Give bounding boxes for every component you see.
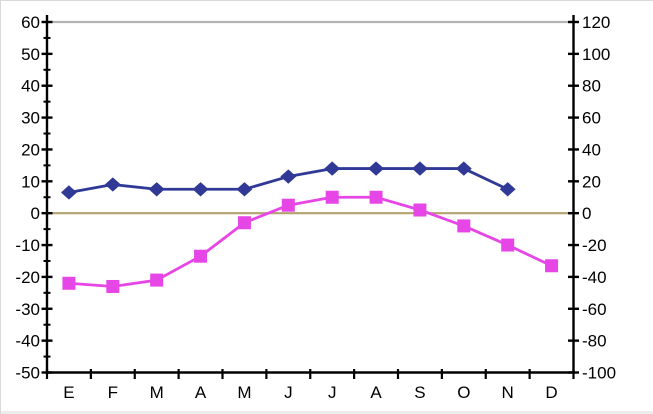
x-axis-month-label: M — [237, 383, 251, 402]
y-right-tick-label: -100 — [582, 364, 616, 383]
x-axis-month-label: D — [545, 383, 557, 402]
dark-blue-diamond-series-marker — [455, 161, 472, 176]
x-axis-month-label: A — [370, 383, 382, 402]
x-axis-month-label: J — [328, 383, 337, 402]
magenta-square-series-marker — [369, 190, 383, 204]
y-left-tick-label: 60 — [21, 13, 40, 32]
y-right-tick-label: 20 — [582, 172, 601, 191]
y-right-tick-label: 100 — [582, 45, 610, 64]
dark-blue-diamond-series-marker — [411, 161, 428, 176]
y-left-tick-label: 40 — [21, 77, 40, 96]
dark-blue-diamond-series-marker — [148, 182, 165, 197]
magenta-square-series-marker — [237, 216, 251, 230]
x-axis-month-label: A — [195, 383, 207, 402]
magenta-square-series-marker — [281, 198, 295, 212]
y-left-tick-label: 50 — [21, 45, 40, 64]
y-left-tick-label: 30 — [21, 109, 40, 128]
magenta-square-series-line — [67, 195, 553, 288]
magenta-square-series-marker — [413, 203, 427, 217]
x-axis-month-label: O — [457, 383, 470, 402]
y-right-tick-label: 0 — [582, 204, 591, 223]
y-left-tick-label: -30 — [15, 300, 40, 319]
y-left-tick-label: 10 — [21, 172, 40, 191]
dark-blue-diamond-series-marker — [192, 182, 209, 197]
y-left-tick-label: -50 — [15, 364, 40, 383]
y-right-tick-label: 80 — [582, 77, 601, 96]
x-axis-month-label: F — [108, 383, 118, 402]
dark-blue-diamond-series-marker — [60, 185, 77, 200]
y-right-tick-label: -20 — [582, 236, 607, 255]
y-left-tick-label: -20 — [15, 268, 40, 287]
magenta-square-series-marker — [325, 190, 339, 204]
dark-blue-diamond-series-marker — [324, 161, 341, 176]
dark-blue-diamond-series-marker — [280, 169, 297, 184]
dark-blue-diamond-series-marker — [499, 182, 516, 197]
magenta-square-series-marker — [457, 219, 471, 233]
x-axis-month-label: M — [150, 383, 164, 402]
y-right-tick-label: 40 — [582, 140, 601, 159]
x-axis-month-label: N — [502, 383, 514, 402]
x-axis-month-label: E — [63, 383, 74, 402]
y-left-tick-label: 20 — [21, 140, 40, 159]
y-right-tick-label: -60 — [582, 300, 607, 319]
y-right-tick-label: 120 — [582, 13, 610, 32]
x-axis-month-label: S — [414, 383, 425, 402]
window-bottom-edge — [1, 411, 653, 414]
magenta-square-series-marker — [106, 279, 120, 293]
y-right-tick-label: -80 — [582, 332, 607, 351]
magenta-square-series-marker — [501, 238, 515, 252]
y-left-tick-label: 0 — [31, 204, 40, 223]
magenta-square-series-marker — [194, 249, 208, 263]
magenta-square-series-marker — [545, 259, 559, 273]
x-axis-month-label: J — [284, 383, 293, 402]
y-left-tick-label: -10 — [15, 236, 40, 255]
dark-blue-diamond-series-marker — [104, 177, 121, 192]
magenta-square-series-marker — [150, 273, 164, 287]
y-right-tick-label: 60 — [582, 109, 601, 128]
y-left-tick-label: -40 — [15, 332, 40, 351]
magenta-square-series-marker — [62, 276, 76, 290]
dark-blue-diamond-series-marker — [368, 161, 385, 176]
dark-blue-diamond-series-marker — [236, 182, 253, 197]
y-right-tick-label: -40 — [582, 268, 607, 287]
